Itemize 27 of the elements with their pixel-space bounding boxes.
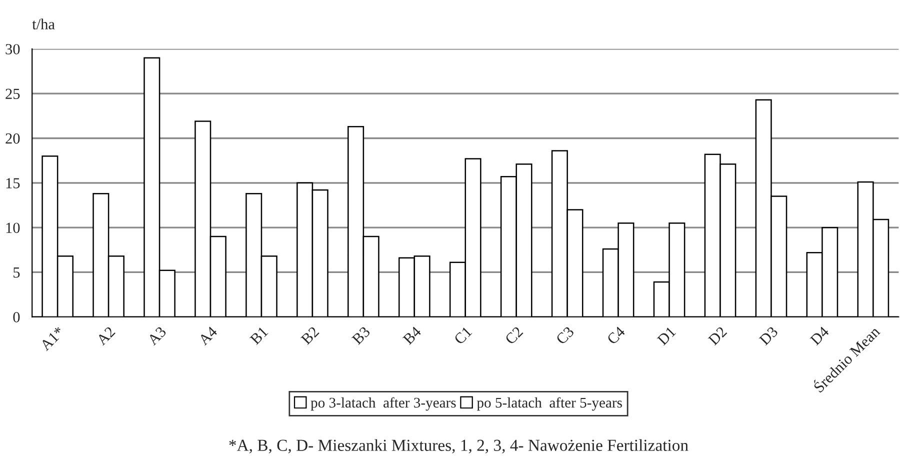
y-tick-label: 20 [6, 133, 20, 144]
legend-label: po 3-latach after 3-years [310, 397, 456, 411]
y-tick-label: 5 [14, 268, 20, 278]
y-tick-label: 10 [6, 222, 20, 234]
legend-label: po 5-latach after 5-years [476, 397, 622, 411]
x-tick-label: C1 [454, 326, 472, 345]
y-tick-label: 0 [13, 312, 20, 322]
x-tick-label: D2 [708, 326, 728, 346]
y-tick-label: 15 [6, 178, 20, 188]
x-tick-label: B3 [351, 326, 371, 346]
y-tick-label: 30 [6, 44, 20, 54]
x-tick-label: B1 [250, 326, 268, 346]
x-tick-label: D4 [810, 326, 830, 346]
x-tick-label: A4 [198, 326, 218, 346]
x-tick-label: C4 [606, 326, 626, 345]
x-tick-label: D1 [656, 326, 676, 346]
x-tick-label: B4 [402, 326, 422, 346]
x-tick-label: A1* [39, 326, 65, 352]
x-tick-label: B2 [300, 326, 320, 346]
x-tick-label: D3 [758, 326, 778, 346]
x-tick-label: C3 [556, 326, 575, 345]
x-tick-label: C2 [504, 326, 524, 345]
text: *A, B, C, D- Mieszanki Mixtures, 1, 2, 3, 4- Nawożenie Fertilization [229, 439, 688, 454]
y-tick-label: 25 [6, 88, 20, 100]
y-axis-title: t/ha [32, 18, 55, 30]
x-tick-label: A2 [96, 326, 116, 346]
x-tick-label: A3 [146, 326, 167, 346]
